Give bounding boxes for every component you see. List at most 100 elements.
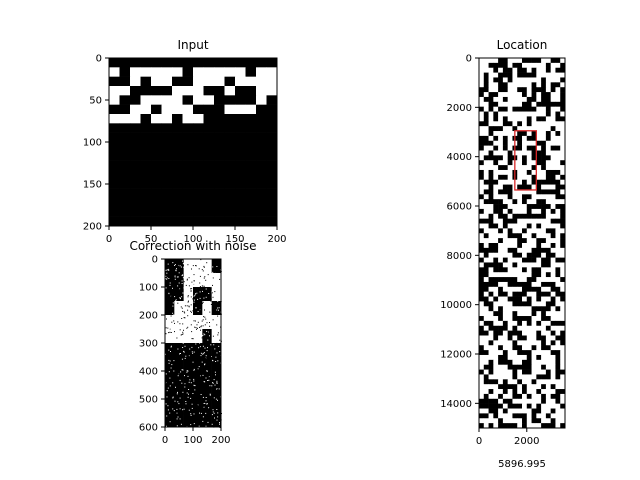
location-cell: [479, 165, 485, 171]
correction-cell: [165, 259, 175, 274]
location-cell: [488, 369, 494, 375]
location-cell: [531, 131, 537, 137]
location-cell: [545, 340, 551, 346]
location-ytick-label: 4000: [447, 152, 472, 163]
input-cell: [140, 132, 152, 143]
noise-pixel: [172, 288, 174, 290]
location-cell: [502, 335, 508, 341]
noise-pixel: [218, 360, 220, 361]
location-cell: [541, 233, 547, 239]
input-cell: [214, 86, 225, 96]
noise-pixel: [196, 328, 197, 330]
location-cell: [502, 316, 508, 322]
noise-pixel: [178, 352, 180, 354]
noise-pixel: [177, 391, 178, 393]
noise-pixel: [167, 373, 169, 375]
location-cell: [545, 277, 551, 283]
location-cell: [517, 252, 523, 258]
noise-pixel: [201, 419, 203, 421]
location-cell: [493, 106, 499, 112]
noise-pixel: [188, 305, 190, 307]
noise-pixel: [215, 292, 217, 294]
input-cell: [214, 142, 225, 152]
location-cell: [512, 403, 518, 409]
noise-pixel: [184, 364, 185, 366]
correction-cell: [202, 385, 212, 400]
location-cell: [517, 218, 523, 224]
noise-pixel: [214, 401, 216, 403]
correction-cell: [193, 259, 203, 274]
noise-pixel: [195, 343, 197, 345]
noise-pixel: [189, 374, 191, 376]
location-cell: [498, 131, 504, 137]
location-cell: [526, 204, 532, 210]
location-cell: [545, 218, 551, 224]
location-cell: [493, 306, 499, 312]
location-cell: [522, 160, 528, 166]
location-cell: [483, 335, 489, 341]
input-cell: [203, 58, 215, 68]
location-cell: [550, 135, 556, 142]
location-cell: [555, 58, 561, 64]
input-cell: [203, 160, 215, 171]
noise-pixel: [216, 359, 218, 361]
input-cell: [235, 151, 246, 161]
noise-pixel: [170, 346, 172, 348]
location-cell: [493, 243, 499, 249]
location-cell: [526, 218, 532, 224]
location-cell: [488, 325, 494, 331]
noise-pixel: [212, 360, 214, 362]
location-cell: [493, 257, 499, 263]
location-cell: [536, 92, 542, 98]
input-cell: [235, 76, 246, 87]
location-cell: [517, 262, 523, 268]
input-cell: [203, 151, 215, 161]
location-cell: [531, 126, 537, 132]
input-cell: [140, 76, 152, 87]
noise-pixel: [195, 353, 196, 355]
location-cell: [536, 121, 542, 127]
location-cell: [488, 204, 494, 210]
noise-pixel: [211, 292, 213, 294]
noise-pixel: [190, 310, 192, 312]
correction-cell: [193, 343, 203, 358]
location-cell: [531, 58, 537, 64]
location-cell: [560, 223, 566, 229]
noise-pixel: [202, 270, 204, 272]
correction-cell: [202, 413, 212, 428]
noise-pixel: [182, 331, 184, 333]
location-cell: [517, 403, 523, 409]
noise-pixel: [202, 416, 204, 418]
location-cell: [536, 184, 542, 190]
location-cell: [517, 208, 523, 215]
location-cell: [479, 354, 485, 361]
noise-pixel: [203, 421, 205, 423]
noise-pixel: [193, 368, 195, 370]
location-cell: [560, 418, 566, 424]
input-cell: [224, 104, 236, 115]
noise-pixel: [219, 375, 221, 377]
noise-pixel: [191, 346, 193, 348]
location-cell: [522, 189, 528, 195]
noise-pixel: [181, 307, 183, 309]
noise-pixel: [168, 406, 170, 408]
location-cell: [512, 223, 518, 229]
location-cell: [531, 101, 537, 107]
noise-pixel: [179, 329, 181, 331]
location-cell: [555, 116, 561, 122]
location-cell: [479, 238, 485, 244]
location-cell: [545, 72, 551, 78]
correction-cell: [193, 399, 203, 414]
location-cell: [550, 218, 556, 224]
location-cell: [517, 87, 523, 93]
correction-cell: [183, 399, 194, 414]
location-cell: [560, 403, 566, 409]
location-cell: [479, 145, 485, 151]
location-cell: [512, 199, 518, 205]
location-cell: [526, 384, 532, 390]
location-cell: [531, 379, 537, 385]
noise-pixel: [170, 402, 172, 404]
input-cell: [130, 198, 141, 208]
noise-pixel: [194, 418, 196, 420]
